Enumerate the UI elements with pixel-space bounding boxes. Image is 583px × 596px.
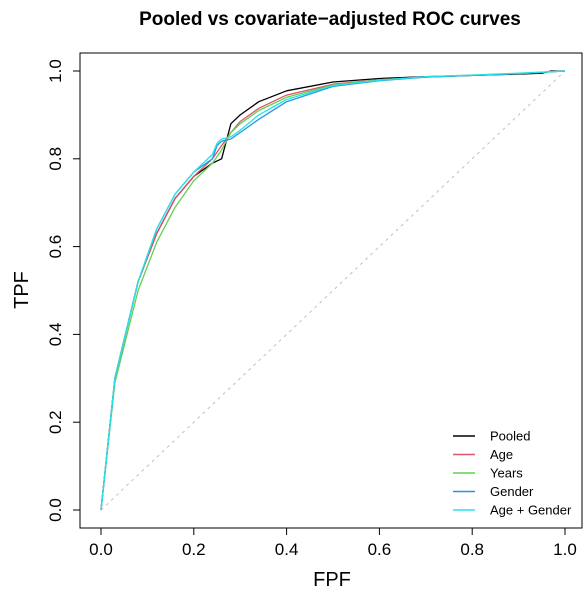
- y-tick-label: 0.6: [46, 235, 65, 259]
- x-tick-label: 0.6: [368, 540, 392, 559]
- series-line-years: [100, 70, 566, 511]
- legend-label: Gender: [490, 484, 534, 499]
- x-tick-label: 1.0: [553, 540, 577, 559]
- y-tick-label: 1.0: [46, 59, 65, 83]
- legend-label: Age + Gender: [490, 503, 572, 518]
- y-tick-label: 0.2: [46, 410, 65, 434]
- x-axis: 0.0 0.2 0.4 0.6 0.8 1.0: [89, 527, 577, 559]
- x-tick-label: 0.4: [275, 540, 299, 559]
- legend-label: Age: [490, 447, 513, 462]
- reference-line-layer: [100, 70, 566, 511]
- series-line-age-gender: [100, 70, 566, 511]
- legend-label: Pooled: [490, 429, 530, 444]
- x-tick-label: 0.2: [182, 540, 206, 559]
- y-tick-label: 0.4: [46, 323, 65, 347]
- y-tick-label: 0.8: [46, 147, 65, 171]
- legend: Pooled Age Years Gender Age + Gender: [453, 429, 572, 518]
- x-tick-label: 0.0: [89, 540, 113, 559]
- chart-title: Pooled vs covariate−adjusted ROC curves: [139, 9, 521, 30]
- x-axis-label: FPF: [313, 569, 351, 591]
- series-line-gender: [100, 70, 566, 511]
- x-tick-label: 0.8: [460, 540, 484, 559]
- legend-label: Years: [490, 466, 523, 481]
- series-line-age: [100, 70, 566, 511]
- series-layer: [100, 70, 566, 511]
- y-tick-label: 0.0: [46, 498, 65, 522]
- y-axis: 0.0 0.2 0.4 0.6 0.8 1.0: [46, 59, 81, 522]
- y-axis-label: TPF: [11, 271, 33, 309]
- series-line-pooled: [100, 70, 565, 511]
- reference-diagonal-line: [100, 70, 566, 511]
